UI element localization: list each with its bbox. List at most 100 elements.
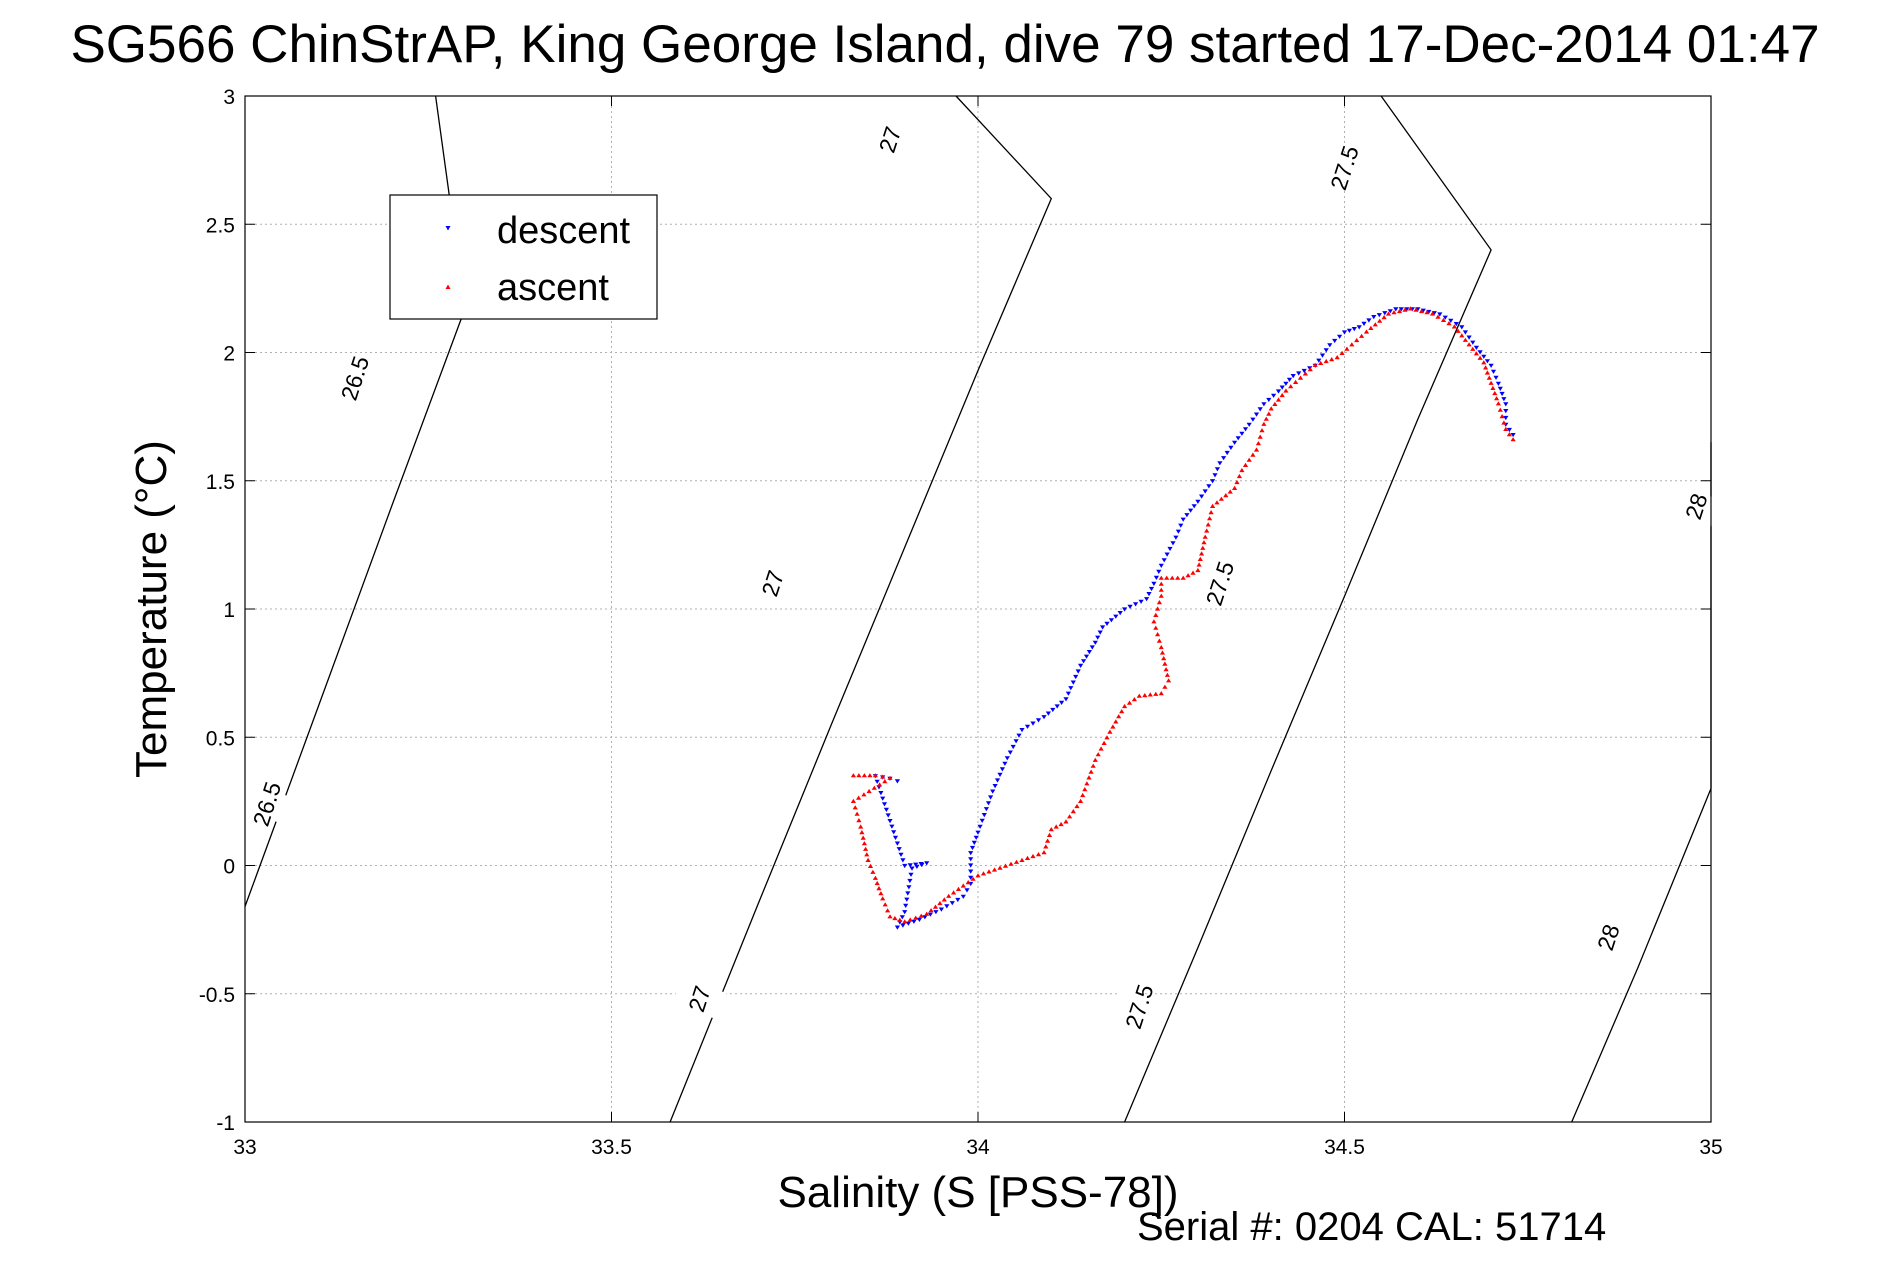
ascent-point (1473, 351, 1479, 356)
ascent-point (1257, 434, 1263, 439)
descent-point (1083, 654, 1090, 659)
ascent-point (1429, 311, 1436, 316)
ascent-point (1067, 814, 1073, 819)
ascent-point (1293, 379, 1299, 384)
descent-point (944, 904, 950, 909)
descent-point (1151, 581, 1157, 586)
ascent-point (1506, 432, 1512, 437)
descent-point (1453, 322, 1459, 327)
x-tick-label: 35 (1699, 1136, 1722, 1159)
ascent-point (1377, 318, 1383, 323)
ascent-point (1227, 489, 1233, 494)
ascent-point (1122, 703, 1128, 709)
ascent-point (1210, 503, 1216, 508)
ascent-point (1288, 384, 1294, 389)
ascent-point (1185, 573, 1191, 578)
ascent-point (1180, 575, 1186, 580)
descent-point (992, 784, 998, 789)
descent-point (1290, 374, 1296, 379)
ascent-point (1008, 861, 1014, 866)
descent-point (1376, 313, 1382, 318)
descent-point (1503, 409, 1509, 414)
ascent-point (1207, 516, 1213, 521)
descent-point (1108, 618, 1114, 623)
descent-point (994, 778, 1001, 783)
descent-point (975, 830, 981, 835)
ascent-point (975, 873, 981, 878)
axis-ticks: 33 33.5 34 34.5 35 -1 -0.5 0 0.5 1 1.5 2 2.5 3 (199, 86, 1723, 1159)
ascent-point (850, 798, 856, 803)
ascent-point (1259, 428, 1265, 433)
descent-point (1235, 436, 1241, 441)
isopycnal-label-backing (672, 978, 727, 1020)
descent-point (1398, 307, 1404, 312)
descent-point (1473, 345, 1479, 350)
descent-point (1488, 363, 1494, 368)
descent-point (1442, 315, 1448, 320)
descent-point (905, 921, 911, 926)
ascent-point (867, 773, 873, 778)
ascent-point (1074, 803, 1080, 809)
ascent-point (907, 917, 913, 922)
descent-point (988, 795, 994, 800)
ascent-point (1236, 473, 1242, 479)
ascent-point (986, 869, 992, 874)
descent-point (1371, 315, 1377, 320)
ascent-point (1048, 827, 1054, 832)
ascent-point (1155, 632, 1161, 637)
ascent-point (858, 824, 864, 829)
legend: descent ascent (389, 194, 658, 320)
ascent-point (1490, 385, 1496, 390)
ascent-point (1156, 638, 1162, 643)
descent-point (1019, 728, 1025, 733)
ascent-point (1381, 315, 1387, 320)
ascent-point (861, 773, 867, 778)
descent-point (1493, 375, 1499, 380)
ascent-point (1435, 314, 1441, 319)
y-tick-label: 2 (223, 343, 235, 366)
descent-point (964, 888, 970, 893)
descent-point (999, 767, 1005, 772)
descent-point (1073, 674, 1079, 680)
ascent-point (946, 893, 952, 898)
descent-point (916, 917, 922, 922)
ascent-point (1503, 426, 1509, 431)
ascent-point (1413, 307, 1419, 312)
ascent-point (1095, 752, 1101, 757)
ascent-point (924, 911, 930, 916)
isopycnal-line-27-5 (1124, 95, 1492, 1123)
descent-point (914, 864, 920, 869)
descent-point (1221, 456, 1227, 461)
ascent-point (1166, 678, 1172, 683)
ascent-point (867, 863, 874, 868)
descent-point (1296, 371, 1302, 376)
ascent-point (1344, 346, 1350, 351)
ascent-point (918, 913, 924, 918)
descent-point (908, 872, 914, 877)
isopycnal-label-backing (862, 118, 918, 161)
ascent-point (1275, 397, 1282, 402)
ascent-point (1090, 763, 1096, 768)
descent-point (1356, 325, 1362, 330)
descent-point (1393, 307, 1399, 312)
descent-point (894, 779, 900, 784)
ascent-point (1158, 581, 1164, 586)
descent-point (1070, 680, 1076, 685)
descent-point (1068, 686, 1074, 691)
descent-point (1173, 535, 1179, 540)
descent-point (1050, 707, 1056, 713)
descent-point (1466, 335, 1472, 340)
descent-point (906, 885, 912, 890)
descent-point (1188, 508, 1194, 513)
descent-point (1117, 611, 1123, 616)
ascent-point (1019, 857, 1025, 862)
isopycnal-label-backing (1192, 562, 1248, 605)
ascent-point (1268, 406, 1274, 411)
descent-point (1506, 427, 1512, 433)
y-tick-label: 0 (223, 856, 235, 879)
descent-point (899, 915, 905, 920)
isopycnal-label-backing (1581, 916, 1636, 959)
descent-point (1332, 338, 1338, 344)
ascent-point (1253, 447, 1260, 452)
descent-point (1239, 431, 1245, 436)
